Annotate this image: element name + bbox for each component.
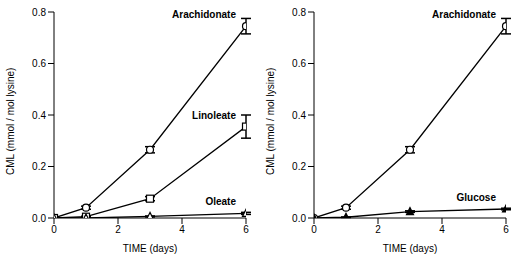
svg-text:4: 4 [439,224,445,235]
svg-text:0.6: 0.6 [292,58,306,69]
svg-text:0: 0 [311,224,317,235]
svg-text:0.2: 0.2 [292,161,306,172]
svg-text:2: 2 [115,224,121,235]
svg-text:Glucose: Glucose [457,192,497,203]
svg-text:CML (mmol / mol lysine): CML (mmol / mol lysine) [265,68,276,175]
svg-text:0.0: 0.0 [292,213,306,224]
svg-text:0.0: 0.0 [32,213,46,224]
svg-text:TIME (days): TIME (days) [123,243,177,254]
svg-text:Oleate: Oleate [205,196,236,207]
svg-text:0.2: 0.2 [32,161,46,172]
svg-text:CML (mmol / mol lysine): CML (mmol / mol lysine) [8,68,16,175]
svg-text:0: 0 [51,224,57,235]
svg-text:0.4: 0.4 [292,110,306,121]
svg-text:Arachidonate: Arachidonate [172,9,236,20]
svg-text:2: 2 [375,224,381,235]
svg-text:6: 6 [503,224,509,235]
svg-text:4: 4 [179,224,185,235]
svg-text:TIME (days): TIME (days) [383,243,437,254]
svg-text:Arachidonate: Arachidonate [432,9,496,20]
svg-text:0.4: 0.4 [32,110,46,121]
svg-text:6: 6 [243,224,249,235]
svg-text:0.6: 0.6 [32,58,46,69]
svg-text:0.8: 0.8 [292,7,306,18]
svg-text:Linoleate: Linoleate [192,110,236,121]
svg-text:0.8: 0.8 [32,7,46,18]
